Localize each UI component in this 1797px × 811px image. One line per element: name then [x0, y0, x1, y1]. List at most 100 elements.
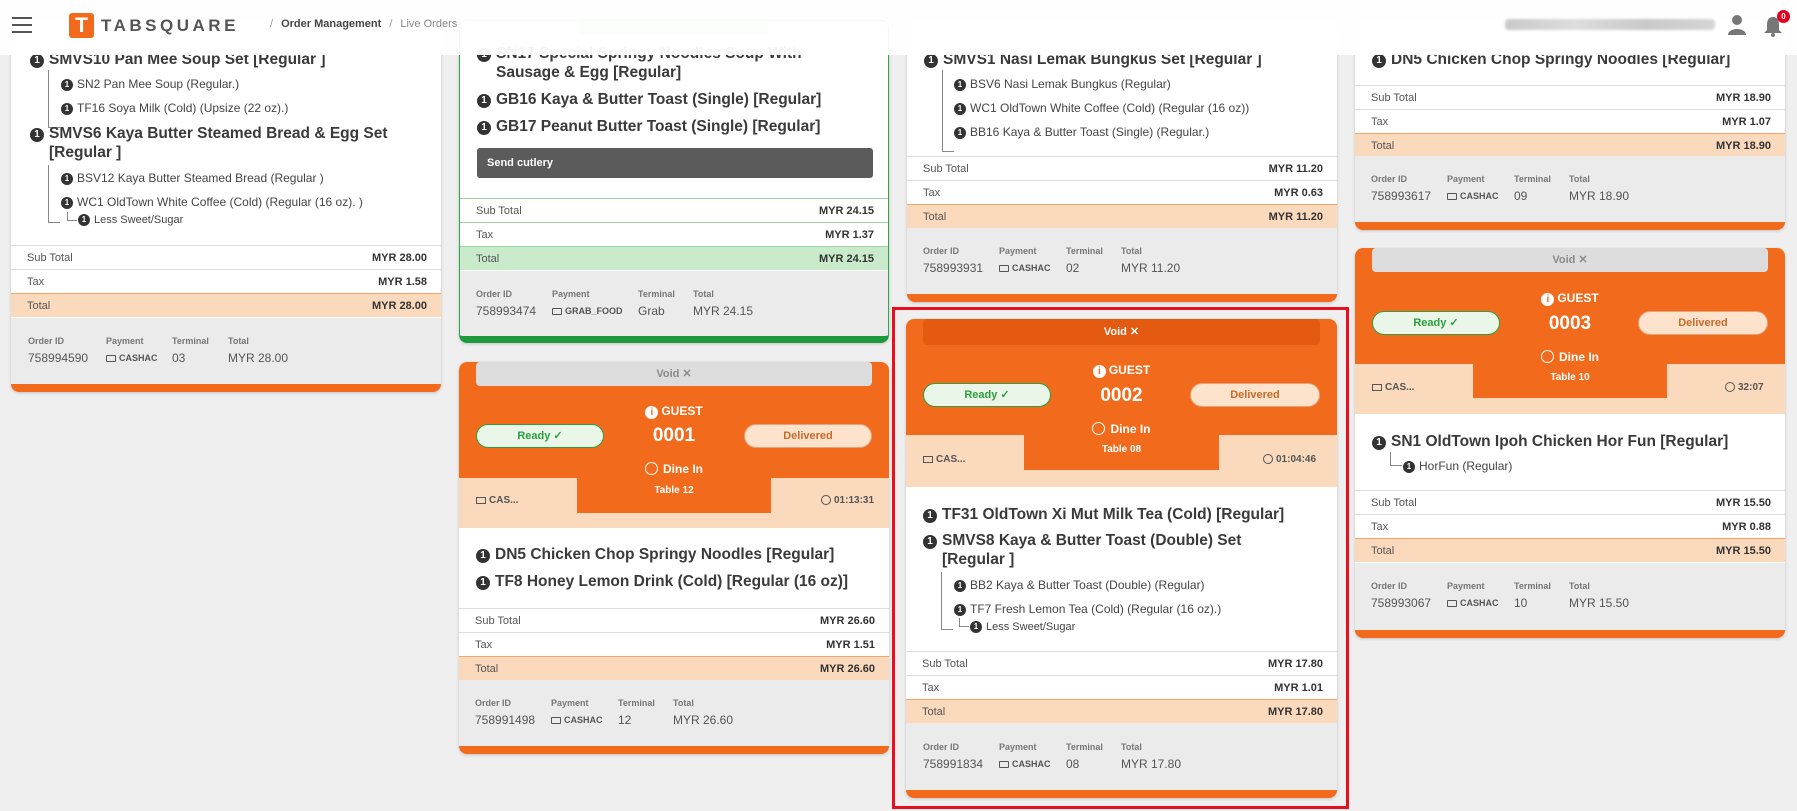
payment-method: GRAB_FOOD — [552, 306, 623, 316]
subtotal-row: Sub Total MYR 18.90 — [1355, 85, 1785, 109]
delivered-button[interactable]: Delivered — [1638, 311, 1768, 335]
dine-in-label: Dine In — [609, 462, 739, 476]
dine-in-icon — [644, 462, 658, 475]
user-icon[interactable] — [1727, 14, 1747, 36]
tax-row: Tax MYR 0.63 — [907, 180, 1337, 204]
order-card-758993617[interactable]: 1 DN5 Chicken Chop Springy Noodles [Regul… — [1355, 20, 1785, 230]
notification-badge: 0 — [1777, 10, 1790, 23]
order-item-cont: Sausage & Egg [Regular] — [496, 64, 682, 81]
dine-tab — [577, 478, 771, 513]
ready-button[interactable]: Ready ✓ — [1372, 311, 1500, 335]
table-number: Table 10 — [1550, 372, 1590, 383]
info-icon: i — [1541, 293, 1555, 306]
order-id: 758991834 — [923, 757, 984, 771]
order-item: 1 SMVS10 Pan Mee Soup Set [Regular ] — [30, 51, 325, 69]
elapsed-timer: 01:13:31 — [821, 495, 874, 506]
terminal: 02 — [1066, 261, 1080, 275]
terminal: 10 — [1514, 596, 1528, 610]
order-item: 1 SMVS1 Nasi Lemak Bungkus Set [Regular ] — [924, 51, 1262, 69]
logo-icon[interactable]: T — [69, 13, 94, 38]
order-id-label: Order ID — [923, 742, 960, 752]
order-card-758993067[interactable]: Void ✕ Ready ✓ Delivered i GUEST 0003 Din… — [1355, 248, 1785, 638]
breadcrumb-order-management[interactable]: Order Management — [281, 18, 382, 30]
foot-total-label: Total — [1121, 246, 1142, 256]
order-id: 758994590 — [28, 351, 89, 365]
guest-label: i GUEST — [609, 404, 739, 419]
menu-icon[interactable] — [12, 17, 32, 33]
foot-total-label: Total — [1569, 174, 1590, 184]
cash-icon — [923, 456, 933, 463]
dine-in-label: Dine In — [1056, 422, 1187, 436]
void-button[interactable]: Void ✕ — [923, 319, 1320, 345]
item-tree-line — [959, 618, 969, 627]
ready-button[interactable]: Ready ✓ — [923, 383, 1051, 407]
order-card-758993931[interactable]: 1 SMVS1 Nasi Lemak Bungkus Set [Regular ]… — [907, 20, 1337, 302]
order-subitem: 1 BB2 Kaya & Butter Toast (Double) (Regul… — [954, 578, 1205, 592]
tax-row: Tax MYR 0.88 — [1355, 514, 1785, 538]
order-card-758994590[interactable]: 1 SMVS10 Pan Mee Soup Set [Regular ] 1 SN2… — [11, 20, 441, 392]
item-tree-line — [67, 212, 77, 221]
order-id: 758993931 — [923, 261, 984, 275]
cash-icon — [476, 497, 486, 504]
terminal-label: Terminal — [1066, 246, 1103, 256]
subtotal-row: Sub Total MYR 17.80 — [906, 651, 1337, 675]
tax-row: Tax MYR 1.01 — [906, 675, 1337, 699]
order-card-758991834[interactable]: Void ✕ Ready ✓ Delivered i GUEST 0002 Din… — [906, 319, 1337, 798]
order-subitem: 1 TF16 Soya Milk (Cold) (Upsize (22 oz).) — [61, 101, 288, 115]
totals: Sub Total MYR 18.90 Tax MYR 1.07 Total MYR … — [1355, 85, 1785, 157]
foot-total-label: Total — [1569, 581, 1590, 591]
terminal: 12 — [618, 713, 632, 727]
ready-button[interactable]: Ready ✓ — [476, 424, 604, 448]
order-id: 758991498 — [475, 713, 536, 727]
order-item: 1 DN5 Chicken Chop Springy Noodles [Regul… — [1372, 51, 1730, 69]
order-card-758993474[interactable]: 1SN17 Special Springy Noodles Soup With … — [459, 20, 889, 343]
send-cutlery-note: Send cutlery — [477, 148, 873, 178]
logo-text[interactable]: TABSQUARE — [101, 16, 239, 35]
breadcrumb-live-orders[interactable]: Live Orders — [400, 18, 458, 30]
order-item: 1 DN5 Chicken Chop Springy Noodles [Regul… — [476, 546, 834, 564]
foot-total: MYR 17.80 — [1121, 757, 1182, 771]
foot-total-label: Total — [673, 698, 694, 708]
tax-row: Tax MYR 1.37 — [460, 222, 888, 246]
tax-row: Tax MYR 1.51 — [459, 632, 889, 656]
tax-row: Tax MYR 1.58 — [11, 269, 441, 293]
clock-icon — [1263, 454, 1273, 464]
guest-label: i GUEST — [1056, 363, 1187, 378]
order-footer: Order ID 758991834 Payment CASHAC Termin… — [906, 723, 1337, 790]
order-subitem: 1 SN2 Pan Mee Soup (Regular.) — [61, 77, 239, 91]
order-item: 1 SMVS6 Kaya Butter Steamed Bread & Egg S… — [30, 125, 388, 143]
total-row: Total MYR 28.00 — [11, 293, 441, 317]
bell-icon[interactable] — [1763, 15, 1783, 37]
cash-icon — [551, 717, 561, 724]
totals: Sub Total MYR 15.50 Tax MYR 0.88 Total MYR … — [1355, 490, 1785, 562]
payment-label: Payment — [1447, 174, 1485, 184]
outlet-name-blurred — [1505, 19, 1715, 30]
payment-method: CASHAC — [1447, 598, 1499, 608]
delivered-button[interactable]: Delivered — [744, 424, 872, 448]
totals: Sub Total MYR 28.00 Tax MYR 1.58 Total MYR … — [11, 245, 441, 317]
payment-short: CAS... — [1372, 382, 1414, 393]
totals: Sub Total MYR 11.20 Tax MYR 0.63 Total MYR … — [907, 156, 1337, 228]
payment-short: CAS... — [476, 495, 518, 506]
order-footer: Order ID 758993931 Payment CASHAC Termin… — [907, 228, 1337, 294]
order-subitem: 1 BSV12 Kaya Butter Steamed Bread (Regula… — [61, 171, 324, 185]
payment-label: Payment — [999, 742, 1037, 752]
order-item: 1 SMVS8 Kaya & Butter Toast (Double) Set — [923, 532, 1241, 550]
subtotal-row: Sub Total MYR 11.20 — [907, 156, 1337, 180]
terminal: 08 — [1066, 757, 1080, 771]
payment-label: Payment — [999, 246, 1037, 256]
order-subitem: 1 TF7 Fresh Lemon Tea (Cold) (Regular (16… — [954, 602, 1221, 616]
order-id-label: Order ID — [923, 246, 960, 256]
void-button[interactable]: Void ✕ — [1372, 248, 1768, 272]
order-footer: Order ID 758993617 Payment CASHAC Termin… — [1355, 156, 1785, 222]
cash-icon — [106, 355, 116, 362]
table-number: Table 08 — [1101, 444, 1142, 455]
delivered-button[interactable]: Delivered — [1190, 383, 1320, 407]
terminal: Grab — [638, 304, 665, 318]
void-button[interactable]: Void ✕ — [476, 362, 872, 386]
order-id: 758993474 — [476, 304, 537, 318]
order-card-758991498[interactable]: Void ✕ Ready ✓ Delivered i GUEST 0001 Din… — [459, 362, 889, 754]
order-item: 1 TF31 OldTown Xi Mut Milk Tea (Cold) [Re… — [923, 506, 1284, 524]
item-tree-line — [1390, 452, 1402, 466]
